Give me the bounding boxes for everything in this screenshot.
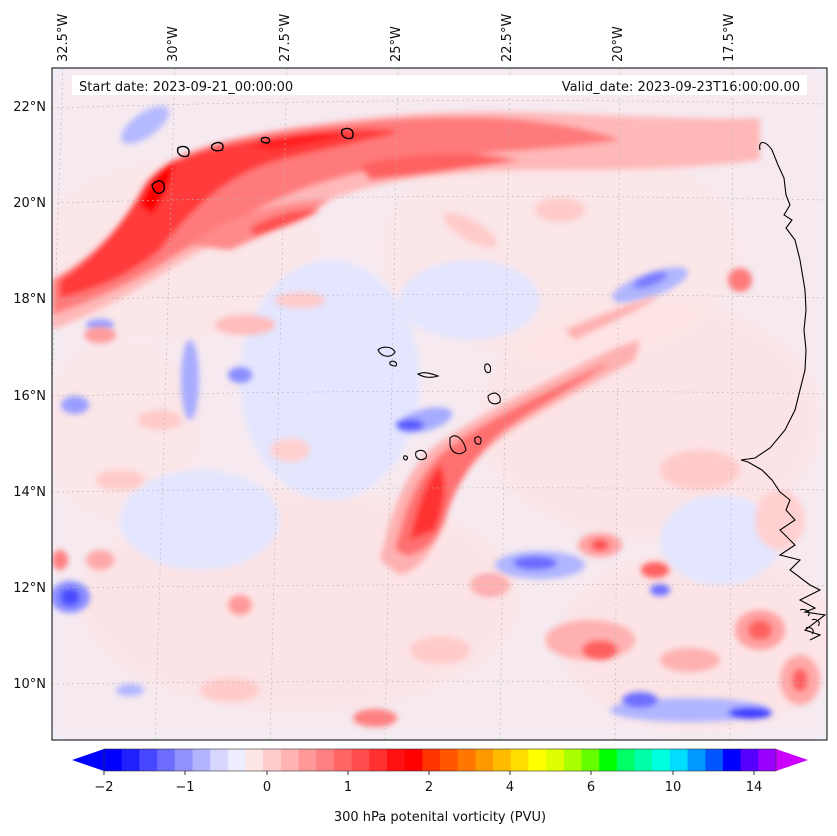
lat-label-16n: 16°N — [13, 389, 46, 404]
cape-verde-santo-antao — [377, 346, 396, 357]
pv-positive-trough-band — [380, 295, 660, 575]
colorbar-tick-label: 1 — [344, 780, 352, 795]
start-date-label: Start date: 2023-09-21_00:00:00 — [79, 80, 293, 95]
lon-label-27-5w: 27.5°W — [278, 14, 293, 62]
colorbar-segments — [104, 749, 777, 771]
colorbar-ticks: −2 −1 0 1 2 4 6 10 14 — [94, 771, 762, 795]
colorbar-tick-label: 6 — [587, 780, 595, 795]
colorbar-segment — [104, 749, 123, 771]
colorbar-tick-label: 0 — [263, 780, 271, 795]
colorbar-segment — [333, 749, 352, 771]
lat-label-18n: 18°N — [13, 292, 46, 307]
map-panel — [52, 68, 827, 740]
colorbar-segment — [174, 749, 193, 771]
colorbar-tick-label: 2 — [425, 780, 433, 795]
colorbar-tick-label: 14 — [746, 780, 763, 795]
colorbar-left-extend — [72, 749, 104, 771]
cape-verde-sal — [484, 363, 492, 374]
lat-label-10n: 10°N — [13, 677, 46, 692]
colorbar-tick-label: 4 — [506, 780, 514, 795]
colorbar-segment — [245, 749, 264, 771]
colorbar-tick-label: 10 — [665, 780, 682, 795]
colorbar-segment — [634, 749, 653, 771]
lon-label-30w: 30°W — [166, 26, 181, 62]
cape-verde-maio — [474, 436, 482, 445]
lat-label-22n: 22°N — [13, 100, 46, 115]
latitude-labels: 22°N 20°N 18°N 16°N 14°N 12°N 10°N — [13, 100, 46, 692]
colorbar-segment — [493, 749, 512, 771]
lat-label-12n: 12°N — [13, 581, 46, 596]
longitude-labels: 32.5°W 30°W 27.5°W 25°W 22.5°W 20°W 17.5… — [56, 14, 737, 62]
colorbar-frame — [103, 748, 777, 772]
colorbar-segment — [121, 749, 140, 771]
colorbar-segment — [546, 749, 565, 771]
colorbar-segment — [510, 749, 529, 771]
colorbar-tick-label: −2 — [94, 780, 113, 795]
colorbar-label: 300 hPa potenital vorticity (PVU) — [334, 810, 546, 825]
colorbar-segment — [758, 749, 777, 771]
colorbar-segment — [298, 749, 317, 771]
colorbar-segment — [652, 749, 671, 771]
lon-label-25w: 25°W — [389, 26, 404, 62]
lon-label-32-5w: 32.5°W — [56, 14, 71, 62]
colorbar-segment — [369, 749, 388, 771]
colorbar-segment — [616, 749, 635, 771]
west-africa-coastline — [740, 141, 827, 641]
cape-verde-brava — [403, 455, 409, 461]
valid-date-label: Valid_date: 2023-09-23T16:00:00.00 — [562, 80, 800, 95]
colorbar: −2 −1 0 1 2 4 6 10 14 300 hPa potenital vorticit… — [72, 748, 808, 825]
coastlines — [377, 141, 827, 641]
colorbar-segment — [192, 749, 211, 771]
colorbar-segment — [210, 749, 229, 771]
bijagos-islands — [799, 608, 820, 635]
lon-label-22-5w: 22.5°W — [500, 14, 515, 62]
pv-positive-jet-band — [52, 111, 760, 331]
colorbar-segment — [475, 749, 494, 771]
colorbar-segment — [563, 749, 582, 771]
lat-label-20n: 20°N — [13, 196, 46, 211]
colorbar-segment — [404, 749, 423, 771]
date-banner — [72, 75, 807, 95]
colorbar-segment — [705, 749, 724, 771]
cape-verde-sao-nicolau — [416, 372, 440, 378]
map-frame — [51, 67, 828, 741]
colorbar-segment — [440, 749, 459, 771]
pv-negative-features — [52, 106, 772, 722]
colorbar-segment — [722, 749, 742, 771]
graticule — [52, 68, 827, 740]
cape-verde-fogo — [415, 449, 427, 461]
colorbar-right-extend — [776, 749, 808, 771]
colorbar-segment — [316, 749, 335, 771]
colorbar-segment — [457, 749, 476, 771]
colorbar-segment — [669, 749, 688, 771]
lat-label-14n: 14°N — [13, 485, 46, 500]
colorbar-segment — [280, 749, 299, 771]
colorbar-segment — [599, 749, 618, 771]
colorbar-segment — [139, 749, 158, 771]
cape-verde-santiago — [449, 435, 467, 455]
colorbar-segment — [386, 749, 406, 771]
colorbar-segment — [687, 749, 706, 771]
colorbar-segment — [528, 749, 547, 771]
cape-verde-sao-vicente — [389, 360, 397, 367]
pv-positive-patches — [52, 198, 820, 727]
colorbar-segment — [422, 749, 441, 771]
high-pv-contours — [151, 127, 354, 195]
colorbar-segment — [740, 749, 759, 771]
lon-label-20w: 20°W — [611, 26, 626, 62]
colorbar-tick-label: −1 — [175, 780, 194, 795]
colorbar-segment — [351, 749, 370, 771]
cape-verde-boa-vista — [487, 392, 501, 405]
colorbar-segment — [581, 749, 600, 771]
colorbar-segment — [227, 749, 246, 771]
colorbar-segment — [157, 749, 176, 771]
lon-label-17-5w: 17.5°W — [722, 14, 737, 62]
colorbar-segment — [263, 749, 282, 771]
